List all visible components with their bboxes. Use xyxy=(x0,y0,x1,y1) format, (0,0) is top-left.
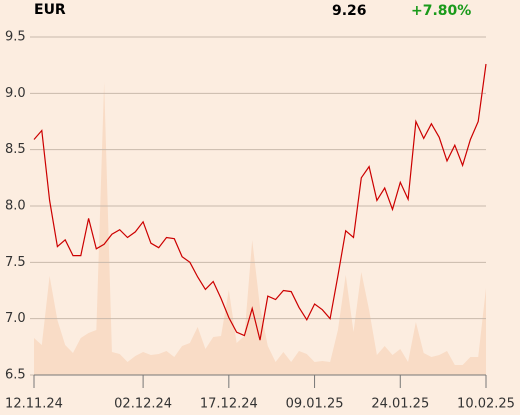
chart-title: EUR xyxy=(34,2,66,18)
y-tick-label: 7.0 xyxy=(5,311,26,326)
x-tick-label: 12.11.24 xyxy=(5,397,63,412)
price-change: +7.80% xyxy=(411,3,471,19)
y-tick-label: 6.5 xyxy=(5,368,26,383)
last-price: 9.26 xyxy=(332,3,367,19)
y-tick-label: 9.0 xyxy=(5,86,26,101)
y-tick-label: 8.5 xyxy=(5,142,26,157)
y-tick-label: 8.0 xyxy=(5,199,26,214)
volume-area xyxy=(34,82,486,375)
price-line xyxy=(33,63,487,341)
x-tick-label: 02.12.24 xyxy=(114,397,172,412)
y-tick-label: 9.5 xyxy=(5,30,26,45)
x-tick-label: 24.01.25 xyxy=(371,397,429,412)
x-tick-label: 17.12.24 xyxy=(200,397,258,412)
x-tick-label: 09.01.25 xyxy=(286,397,344,412)
x-tick-label: 10.02.25 xyxy=(457,397,515,412)
y-tick-label: 7.5 xyxy=(5,255,26,270)
